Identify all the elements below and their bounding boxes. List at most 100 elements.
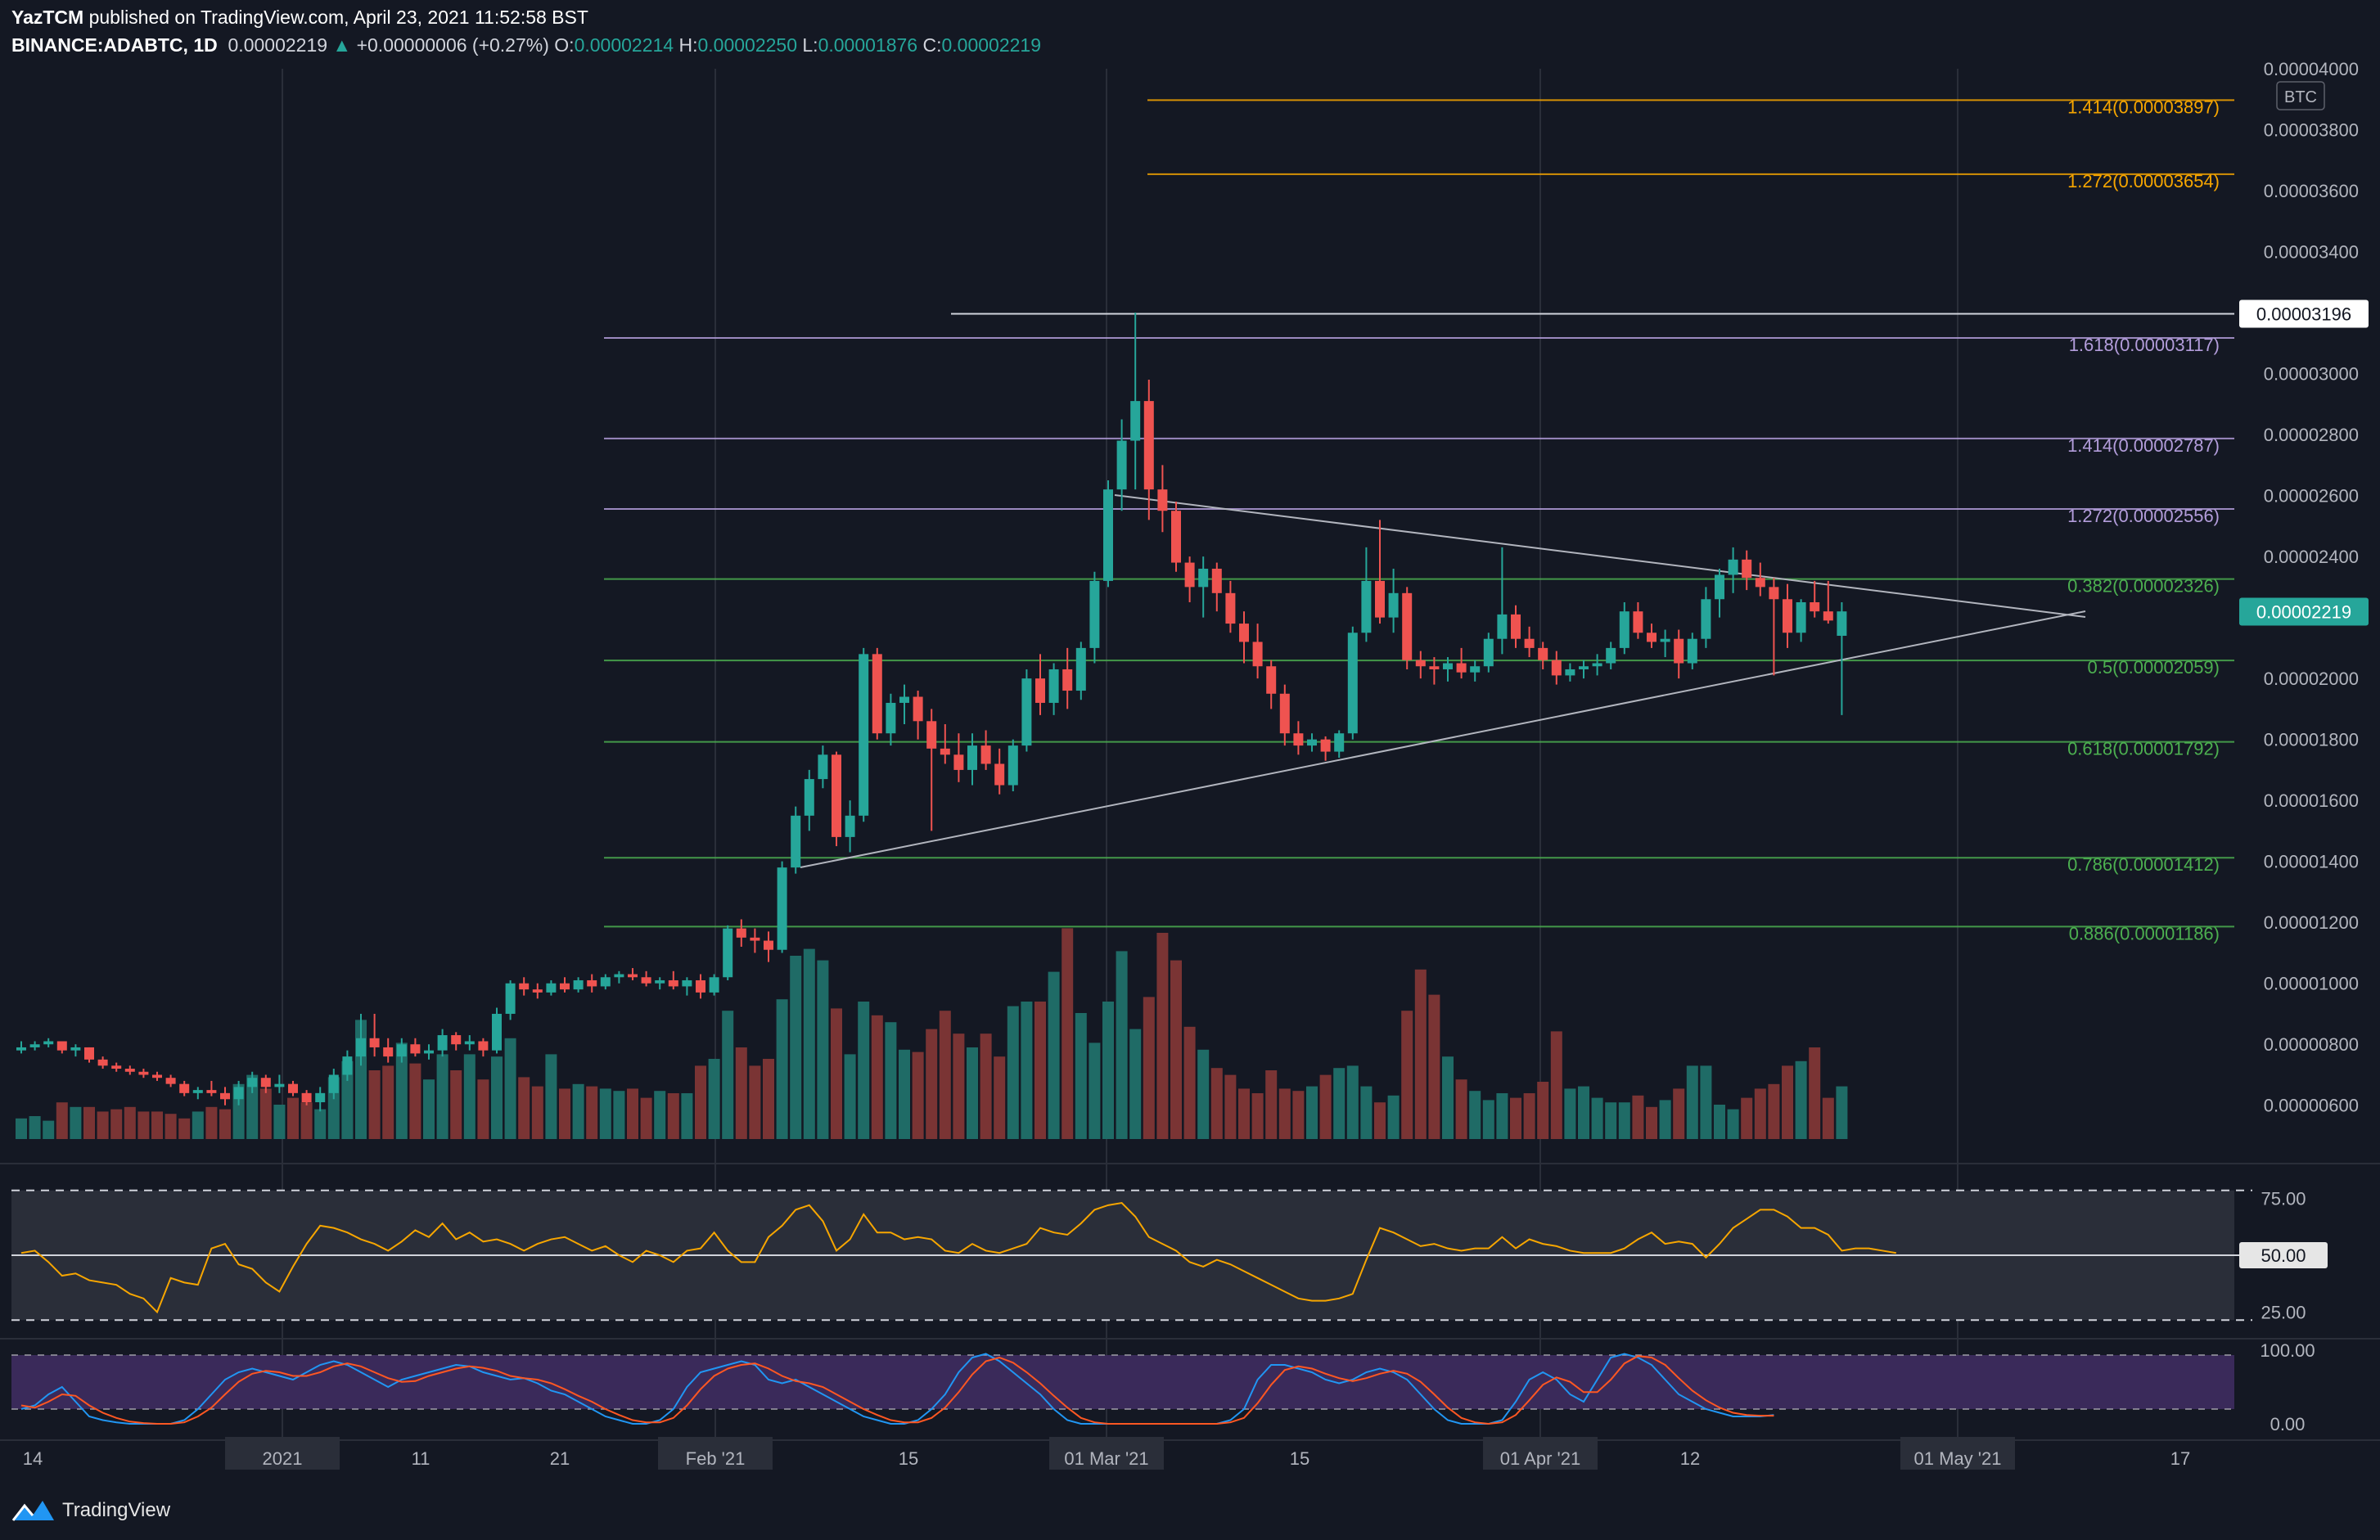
volume-bar (16, 1118, 27, 1139)
candle-body (940, 748, 950, 755)
volume-bar (1809, 1047, 1821, 1139)
candle-body (1619, 611, 1629, 648)
volume-bar (1537, 1082, 1549, 1139)
candle-body (356, 1038, 366, 1057)
fib-level-label: 0.382(0.00002326) (2067, 576, 2220, 597)
high-label: H: (678, 34, 698, 56)
volume-bar (1129, 1029, 1142, 1139)
candle-body (682, 979, 692, 987)
tradingview-brand[interactable]: TradingView (11, 1496, 170, 1525)
price-axis-tick-label: 0.00003800 (2264, 120, 2359, 141)
candle-body (369, 1038, 380, 1047)
volume-bar (858, 1002, 870, 1139)
upper-trendline (1114, 494, 2086, 618)
volume-bar (1075, 1013, 1087, 1139)
volume-bar (1306, 1086, 1318, 1139)
time-axis-tick-label: Feb '21 (686, 1448, 746, 1469)
candle-body (886, 702, 896, 734)
price-axis-tick-label: 0.00000800 (2264, 1034, 2359, 1055)
volume-bar (586, 1086, 598, 1139)
candle-body (1293, 733, 1304, 746)
volume-bar (259, 1088, 272, 1139)
volume-bar (885, 1022, 897, 1139)
volume-bar (300, 1102, 313, 1139)
volume-bar (1428, 994, 1440, 1139)
candle-body (1347, 633, 1358, 734)
candle-body (410, 1044, 421, 1054)
candle-body (396, 1044, 407, 1057)
volume-bar (382, 1065, 394, 1139)
price-chart[interactable]: 0.00004000 0.00003800 0.00003600 0.00003400… (0, 0, 2380, 1488)
volume-bar (939, 1011, 951, 1139)
low-label: L: (802, 34, 818, 56)
candle-body (723, 928, 733, 978)
volume-bar (953, 1033, 965, 1139)
candle-body (492, 1013, 502, 1051)
volume-bar (518, 1077, 530, 1139)
time-axis-highlight (225, 1437, 340, 1470)
candle-body (1633, 611, 1643, 633)
fib-level-label: 1.618(0.00003117) (2069, 335, 2220, 355)
time-axis-tick-label: 01 Mar '21 (1064, 1448, 1148, 1469)
candle-body (1143, 401, 1154, 490)
volume-bar (1102, 1002, 1114, 1139)
volume-bar (165, 1114, 177, 1139)
volume-bar (1224, 1074, 1237, 1139)
symbol-label[interactable]: BINANCE:ADABTC, 1D (11, 34, 218, 56)
volume-bar (1822, 1097, 1834, 1139)
candle-body (16, 1047, 26, 1051)
volume-bar (1782, 1065, 1793, 1139)
volume-bar (1700, 1065, 1712, 1139)
price-axis-tick-label: 0.00002600 (2264, 486, 2359, 507)
volume-bar (29, 1116, 41, 1139)
volume-bar (871, 1015, 883, 1139)
volume-bar (368, 1070, 381, 1139)
close-label: C: (922, 34, 942, 56)
fib-level-label: 1.272(0.00002556) (2067, 506, 2220, 526)
candle-body (818, 754, 828, 780)
volume-bar (1496, 1093, 1508, 1139)
author-name[interactable]: YazTCM (11, 7, 84, 28)
candle-body (464, 1041, 475, 1045)
volume-bar (1292, 1091, 1305, 1139)
candle-body (1116, 440, 1127, 490)
currency-badge (2276, 81, 2325, 110)
candle-body (1551, 660, 1562, 676)
candle-body (56, 1041, 67, 1051)
volume-bar (654, 1091, 666, 1139)
candle-body (1443, 663, 1453, 669)
price-tag (2239, 597, 2369, 626)
price-change: +0.00000006 (+0.27%) (356, 34, 549, 56)
time-axis-highlight (1483, 1437, 1598, 1470)
candle-body (926, 721, 937, 749)
candle-body (519, 983, 530, 990)
low-value: 0.00001876 (818, 34, 918, 56)
candle-body (1048, 669, 1059, 703)
candle-body (70, 1047, 81, 1051)
rsi-tick-label: 25.00 (2261, 1303, 2306, 1323)
volume-bar (1523, 1093, 1535, 1139)
price-tag-label: 0.00003196 (2256, 304, 2351, 325)
candle-body (505, 983, 516, 1014)
candle-body (1783, 599, 1792, 633)
volume-bar (436, 1054, 449, 1139)
candle-body (980, 745, 991, 764)
candle-body (641, 977, 651, 984)
close-value: 0.00002219 (941, 34, 1041, 56)
volume-bar (1197, 1049, 1210, 1139)
candle-body (1715, 574, 1724, 600)
volume-bar (817, 960, 829, 1139)
candle-body (1266, 666, 1277, 694)
lower-trendline (800, 610, 2086, 868)
volume-bar (477, 1079, 489, 1139)
candle-body (655, 979, 665, 984)
volume-bar (695, 1065, 706, 1139)
volume-bar (735, 1047, 747, 1139)
volume-bar (1278, 1088, 1291, 1139)
volume-bar (613, 1091, 625, 1139)
fib-level-label: 0.886(0.00001186) (2069, 923, 2220, 943)
candle-body (668, 979, 678, 987)
time-axis-tick-label: 17 (2170, 1448, 2190, 1469)
candle-body (342, 1056, 353, 1075)
candle-body (804, 779, 814, 816)
